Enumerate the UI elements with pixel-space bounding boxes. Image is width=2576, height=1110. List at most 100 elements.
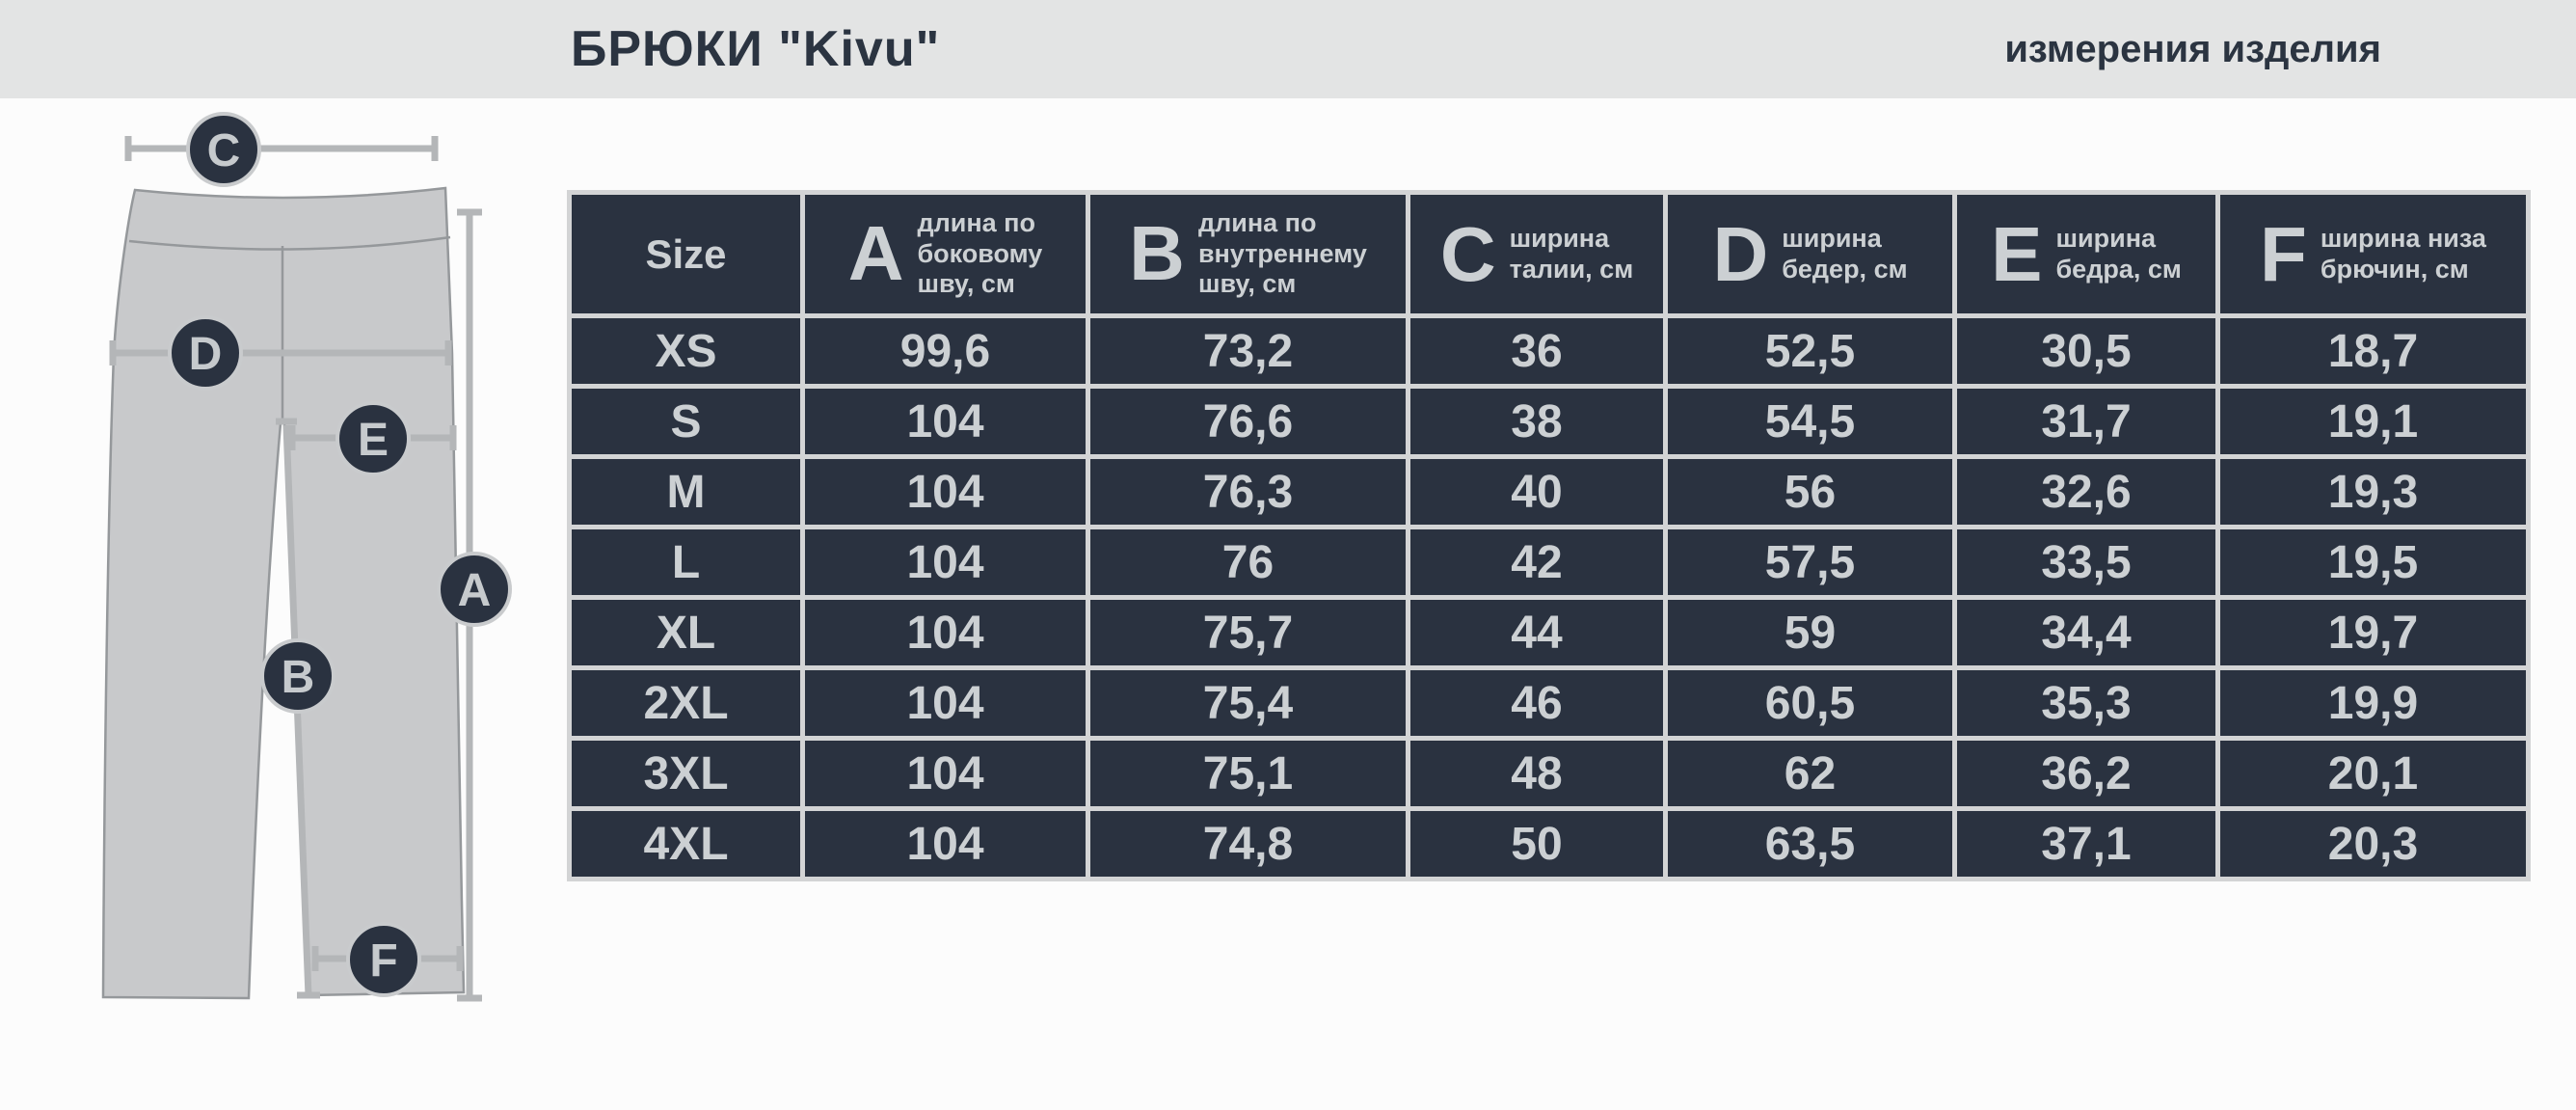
value-cell: 52,5 [1663,313,1957,389]
column-label: ширина бедра, см [2055,223,2182,284]
table-row: XS 99,6 73,2 36 52,5 30,5 18,7 [567,313,2531,389]
value-cell: 73,2 [1086,313,1410,389]
value-cell: 31,7 [1952,384,2220,459]
size-cell: M [567,454,805,529]
badge-c-letter: C [207,125,241,176]
value-cell: 48 [1406,736,1668,811]
value-cell: 74,8 [1086,806,1410,881]
marker-badge-a: A [437,552,512,627]
value-cell: 19,5 [2215,525,2531,600]
value-cell: 104 [800,525,1090,600]
value-cell: 18,7 [2215,313,2531,389]
header-bar: БРЮКИ "Kivu" измерения изделия [0,0,2576,98]
column-label: длина по боковому шву, см [917,207,1043,299]
value-cell: 20,1 [2215,736,2531,811]
badge-c-circle [186,112,261,187]
table-row: 3XL 104 75,1 48 62 36,2 20,1 [567,736,2531,811]
table-body: XS 99,6 73,2 36 52,5 30,5 18,7 S 104 76,6 38 54,5 31… [567,313,2531,881]
value-cell: 40 [1406,454,1668,529]
value-cell: 104 [800,454,1090,529]
value-cell: 75,1 [1086,736,1410,811]
waistband-seam-line [128,235,451,251]
marker-badge-d: D [168,315,243,391]
value-cell: 44 [1406,595,1668,670]
table-row: L 104 76 42 57,5 33,5 19,5 [567,525,2531,600]
size-cell: S [567,384,805,459]
badge-f-letter: F [369,935,397,987]
table-row: XL 104 75,7 44 59 34,4 19,7 [567,595,2531,670]
value-cell: 19,7 [2215,595,2531,670]
value-cell: 75,7 [1086,595,1410,670]
badge-a-circle [437,552,512,627]
badge-d-letter: D [189,329,223,380]
value-cell: 104 [800,665,1090,741]
badge-b-letter: B [282,652,315,703]
size-cell: 4XL [567,806,805,881]
size-cell: XL [567,595,805,670]
column-letter: B [1129,210,1185,297]
value-cell: 104 [800,384,1090,459]
column-header-size: Size [567,190,805,318]
column-letter: A [847,210,904,297]
badge-e-letter: E [358,415,389,466]
value-cell: 76,6 [1086,384,1410,459]
marker-badge-c: C [186,112,261,187]
column-label: ширина бедер, см [1782,223,1908,284]
value-cell: 38 [1406,384,1668,459]
value-cell: 34,4 [1952,595,2220,670]
column-label: длина по внутреннему шву, см [1197,207,1367,299]
value-cell: 54,5 [1663,384,1957,459]
value-cell: 42 [1406,525,1668,600]
value-cell: 63,5 [1663,806,1957,881]
value-cell: 50 [1406,806,1668,881]
column-label: ширина талии, см [1509,223,1634,284]
size-cell: 2XL [567,665,805,741]
value-cell: 76 [1086,525,1410,600]
value-cell: 104 [800,806,1090,881]
value-cell: 36 [1406,313,1668,389]
size-cell: L [567,525,805,600]
column-letter: F [2260,210,2307,297]
measure-line-c [124,136,439,161]
table-row: S 104 76,6 38 54,5 31,7 19,1 [567,384,2531,459]
value-cell: 32,6 [1952,454,2220,529]
marker-badge-f: F [346,922,421,997]
column-letter: C [1439,210,1496,297]
trousers-diagram: C D E A B F [101,112,512,1002]
value-cell: 30,5 [1952,313,2220,389]
value-cell: 99,6 [800,313,1090,389]
value-cell: 37,1 [1952,806,2220,881]
value-cell: 19,1 [2215,384,2531,459]
value-cell: 46 [1406,665,1668,741]
value-cell: 62 [1663,736,1957,811]
table-row: M 104 76,3 40 56 32,6 19,3 [567,454,2531,529]
value-cell: 59 [1663,595,1957,670]
value-cell: 33,5 [1952,525,2220,600]
size-cell: XS [567,313,805,389]
value-cell: 20,3 [2215,806,2531,881]
value-cell: 60,5 [1663,665,1957,741]
size-cell: 3XL [567,736,805,811]
page-title: БРЮКИ "Kivu" [571,21,941,77]
value-cell: 56 [1663,454,1957,529]
value-cell: 19,9 [2215,665,2531,741]
table-row: 2XL 104 75,4 46 60,5 35,3 19,9 [567,665,2531,741]
marker-badge-e: E [335,401,411,476]
column-label: ширина низа брючин, см [2320,223,2486,284]
value-cell: 36,2 [1952,736,2220,811]
badge-b-circle [260,638,335,714]
value-cell: 76,3 [1086,454,1410,529]
value-cell: 35,3 [1952,665,2220,741]
table-row: 4XL 104 74,8 50 63,5 37,1 20,3 [567,806,2531,881]
